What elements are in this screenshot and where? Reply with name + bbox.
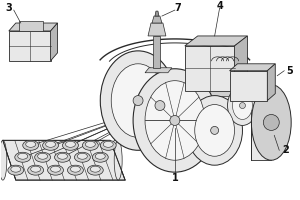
Ellipse shape — [77, 153, 87, 159]
Ellipse shape — [58, 153, 68, 159]
Ellipse shape — [95, 153, 105, 159]
Ellipse shape — [155, 101, 165, 111]
Ellipse shape — [55, 152, 70, 162]
Ellipse shape — [0, 140, 7, 180]
Polygon shape — [230, 71, 267, 101]
Polygon shape — [153, 36, 160, 68]
Ellipse shape — [133, 69, 217, 172]
Text: 4: 4 — [216, 1, 223, 11]
Ellipse shape — [103, 141, 113, 147]
Ellipse shape — [187, 96, 242, 165]
Ellipse shape — [100, 140, 116, 150]
Polygon shape — [130, 96, 269, 106]
Polygon shape — [267, 64, 275, 101]
Ellipse shape — [18, 153, 28, 159]
Ellipse shape — [232, 92, 252, 119]
Ellipse shape — [145, 81, 205, 160]
Text: 3: 3 — [5, 3, 12, 13]
Ellipse shape — [65, 141, 75, 147]
Ellipse shape — [8, 165, 24, 175]
Polygon shape — [251, 85, 271, 160]
Ellipse shape — [195, 105, 235, 156]
Text: 2: 2 — [282, 145, 289, 155]
Polygon shape — [130, 89, 260, 96]
Ellipse shape — [251, 85, 291, 160]
Ellipse shape — [28, 165, 43, 175]
Ellipse shape — [48, 165, 64, 175]
Ellipse shape — [170, 115, 180, 125]
Ellipse shape — [82, 140, 98, 150]
Ellipse shape — [239, 103, 245, 109]
Polygon shape — [185, 36, 248, 46]
Polygon shape — [145, 68, 172, 73]
Ellipse shape — [70, 166, 80, 172]
Polygon shape — [9, 23, 58, 31]
Ellipse shape — [74, 152, 90, 162]
Ellipse shape — [15, 152, 31, 162]
Ellipse shape — [26, 141, 36, 147]
Ellipse shape — [263, 114, 279, 130]
Ellipse shape — [111, 64, 165, 137]
Text: 7: 7 — [175, 3, 181, 13]
Polygon shape — [3, 140, 125, 180]
Ellipse shape — [46, 141, 56, 147]
Ellipse shape — [133, 96, 143, 106]
Ellipse shape — [35, 152, 51, 162]
Polygon shape — [185, 46, 235, 91]
Ellipse shape — [87, 165, 103, 175]
Ellipse shape — [85, 141, 95, 147]
Ellipse shape — [31, 166, 40, 172]
Ellipse shape — [211, 126, 219, 134]
Polygon shape — [155, 11, 159, 16]
Polygon shape — [9, 31, 51, 61]
Ellipse shape — [11, 166, 21, 172]
Ellipse shape — [51, 166, 61, 172]
Polygon shape — [51, 23, 58, 61]
Polygon shape — [148, 23, 166, 36]
Ellipse shape — [90, 166, 100, 172]
Ellipse shape — [43, 140, 58, 150]
Ellipse shape — [38, 153, 48, 159]
Polygon shape — [230, 64, 275, 71]
Text: 1: 1 — [172, 173, 178, 183]
Ellipse shape — [23, 140, 39, 150]
Ellipse shape — [68, 165, 83, 175]
Text: 5: 5 — [286, 66, 292, 76]
Ellipse shape — [100, 51, 176, 150]
Ellipse shape — [92, 152, 108, 162]
Ellipse shape — [228, 86, 257, 125]
Polygon shape — [235, 36, 248, 91]
Polygon shape — [152, 16, 162, 23]
Polygon shape — [19, 21, 43, 31]
Ellipse shape — [62, 140, 78, 150]
Ellipse shape — [114, 140, 122, 180]
